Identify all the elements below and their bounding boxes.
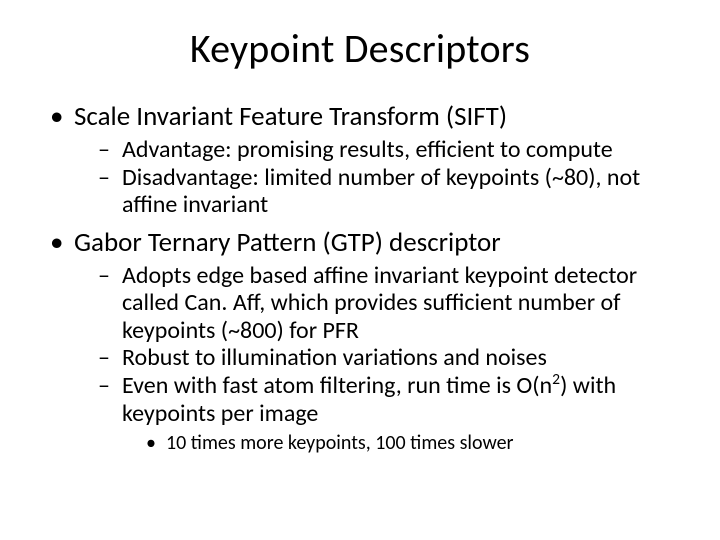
sub-bullet-text: Adopts edge based affine invariant keypo…: [122, 261, 637, 345]
bullet-sift: Scale Invariant Feature Transform (SIFT)…: [44, 101, 680, 219]
sub-bullet: Adopts edge based affine invariant keypo…: [94, 262, 680, 345]
sub-bullet: Advantage: promising results, efficient …: [94, 136, 680, 164]
bullet-gtp: Gabor Ternary Pattern (GTP) descriptor A…: [44, 227, 680, 456]
sub-bullet-text: Advantage: promising results, efficient …: [122, 135, 613, 164]
bullet-list: Scale Invariant Feature Transform (SIFT)…: [40, 101, 680, 455]
sub-bullet: Robust to illumination variations and no…: [94, 344, 680, 372]
superscript: 2: [552, 370, 560, 389]
sub-list: Advantage: promising results, efficient …: [74, 136, 680, 219]
sub-bullet-text: Disadvantage: limited number of keypoint…: [122, 163, 640, 220]
subsub-list: 10 times more keypoints, 100 times slowe…: [122, 431, 680, 455]
sub-bullet: Even with fast atom filtering, run time …: [94, 372, 680, 455]
slide-title: Keypoint Descriptors: [40, 24, 680, 73]
bullet-text: Scale Invariant Feature Transform (SIFT): [74, 100, 507, 133]
subsub-bullet-text: 10 times more keypoints, 100 times slowe…: [166, 431, 514, 455]
subsub-bullet: 10 times more keypoints, 100 times slowe…: [144, 431, 680, 455]
sub-bullet-prefix: Even with fast atom filtering, run time …: [122, 371, 552, 400]
sub-list: Adopts edge based affine invariant keypo…: [74, 262, 680, 456]
sub-bullet-text: Robust to illumination variations and no…: [122, 343, 547, 372]
sub-bullet: Disadvantage: limited number of keypoint…: [94, 164, 680, 219]
slide: Keypoint Descriptors Scale Invariant Fea…: [0, 0, 720, 540]
bullet-text: Gabor Ternary Pattern (GTP) descriptor: [74, 226, 501, 259]
